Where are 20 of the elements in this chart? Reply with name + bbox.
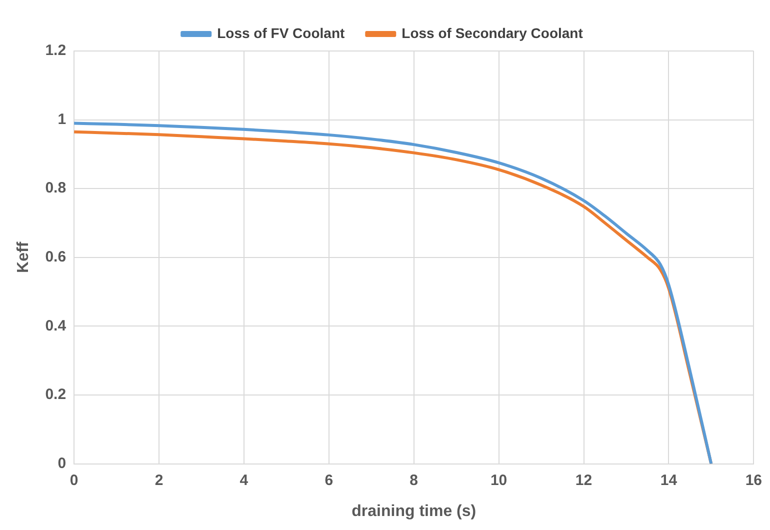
x-tick-label: 16 [745, 472, 762, 489]
x-tick-label: 10 [490, 472, 508, 489]
x-tick-label: 0 [70, 472, 78, 489]
y-tick-label: 0.6 [45, 248, 66, 266]
legend-label: Loss of FV Coolant [217, 24, 345, 41]
y-tick-label: 1.2 [45, 42, 66, 60]
x-tick-label: 6 [324, 472, 334, 489]
y-tick-label: 0.8 [45, 180, 66, 197]
x-tick-label: 4 [240, 472, 249, 489]
y-tick-label: 0.4 [45, 317, 67, 334]
y-tick-label: 0.2 [45, 386, 66, 404]
x-tick-label: 14 [660, 472, 678, 489]
x-axis-title: draining time (s) [352, 502, 476, 520]
legend-label: Loss of Secondary Coolant [402, 24, 584, 41]
x-tick-label: 12 [575, 472, 592, 489]
y-tick-label: 1 [58, 110, 66, 128]
y-axis-title: Keff [15, 241, 32, 273]
y-tick-label: 0 [58, 454, 66, 472]
x-tick-label: 2 [154, 472, 164, 489]
x-tick-label: 8 [410, 472, 418, 489]
